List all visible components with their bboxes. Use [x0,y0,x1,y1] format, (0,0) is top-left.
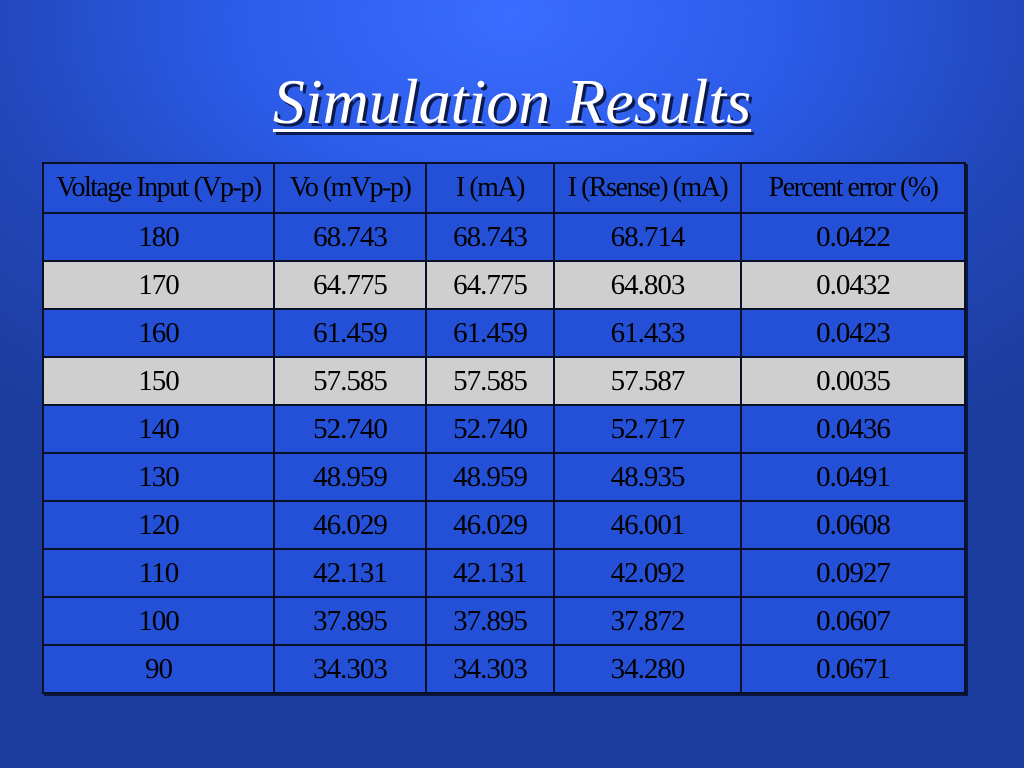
cell-current-rsense: 64.803 [553,260,742,310]
cell-voltage-input: 100 [42,596,275,646]
cell-current: 48.959 [425,452,555,502]
cell-current-rsense: 52.717 [553,404,742,454]
cell-current-rsense: 68.714 [553,212,742,262]
cell-voltage-input: 150 [42,356,275,406]
cell-current: 61.459 [425,308,555,358]
cell-current: 52.740 [425,404,555,454]
cell-current-rsense: 34.280 [553,644,742,694]
table-row: 110 42.131 42.131 42.092 0.0927 [42,548,966,598]
cell-current-rsense: 61.433 [553,308,742,358]
cell-current: 57.585 [425,356,555,406]
table-row: 100 37.895 37.895 37.872 0.0607 [42,596,966,646]
cell-percent-error: 0.0491 [740,452,966,502]
cell-vo: 37.895 [273,596,427,646]
cell-percent-error: 0.0607 [740,596,966,646]
cell-current: 68.743 [425,212,555,262]
cell-vo: 61.459 [273,308,427,358]
cell-vo: 48.959 [273,452,427,502]
cell-current-rsense: 42.092 [553,548,742,598]
cell-percent-error: 0.0432 [740,260,966,310]
cell-voltage-input: 140 [42,404,275,454]
table-row: 140 52.740 52.740 52.717 0.0436 [42,404,966,454]
cell-voltage-input: 180 [42,212,275,262]
cell-percent-error: 0.0927 [740,548,966,598]
cell-vo: 57.585 [273,356,427,406]
cell-current-rsense: 57.587 [553,356,742,406]
cell-current: 42.131 [425,548,555,598]
cell-vo: 68.743 [273,212,427,262]
cell-vo: 64.775 [273,260,427,310]
cell-current: 37.895 [425,596,555,646]
cell-percent-error: 0.0608 [740,500,966,550]
header-percent-error: Percent error (%) [740,162,966,214]
table-row: 150 57.585 57.585 57.587 0.0035 [42,356,966,406]
header-current-rsense: I (Rsense) (mA) [553,162,742,214]
cell-percent-error: 0.0436 [740,404,966,454]
table-body: 180 68.743 68.743 68.714 0.0422 170 64.775 64.7… [42,212,966,694]
cell-current-rsense: 46.001 [553,500,742,550]
slide-title: Simulation Results [272,66,752,137]
table-row: 120 46.029 46.029 46.001 0.0608 [42,500,966,550]
cell-current-rsense: 37.872 [553,596,742,646]
table-row: 170 64.775 64.775 64.803 0.0432 [42,260,966,310]
cell-voltage-input: 120 [42,500,275,550]
table-row: 130 48.959 48.959 48.935 0.0491 [42,452,966,502]
table-row: 160 61.459 61.459 61.433 0.0423 [42,308,966,358]
cell-vo: 46.029 [273,500,427,550]
cell-voltage-input: 130 [42,452,275,502]
table-header: Voltage Input (Vp-p) Vo (mVp-p) I (mA) I… [42,162,966,214]
cell-current: 34.303 [425,644,555,694]
cell-current-rsense: 48.935 [553,452,742,502]
cell-percent-error: 0.0671 [740,644,966,694]
cell-voltage-input: 160 [42,308,275,358]
cell-current: 46.029 [425,500,555,550]
header-row: Voltage Input (Vp-p) Vo (mVp-p) I (mA) I… [42,162,966,214]
table-row: 180 68.743 68.743 68.714 0.0422 [42,212,966,262]
cell-percent-error: 0.0423 [740,308,966,358]
cell-vo: 34.303 [273,644,427,694]
results-table: Voltage Input (Vp-p) Vo (mVp-p) I (mA) I… [42,162,966,694]
cell-voltage-input: 110 [42,548,275,598]
cell-voltage-input: 90 [42,644,275,694]
cell-current: 64.775 [425,260,555,310]
cell-percent-error: 0.0035 [740,356,966,406]
header-vo: Vo (mVp-p) [273,162,427,214]
table-row: 90 34.303 34.303 34.280 0.0671 [42,644,966,694]
cell-percent-error: 0.0422 [740,212,966,262]
header-current: I (mA) [425,162,555,214]
cell-vo: 52.740 [273,404,427,454]
cell-voltage-input: 170 [42,260,275,310]
header-voltage-input: Voltage Input (Vp-p) [42,162,275,214]
cell-vo: 42.131 [273,548,427,598]
